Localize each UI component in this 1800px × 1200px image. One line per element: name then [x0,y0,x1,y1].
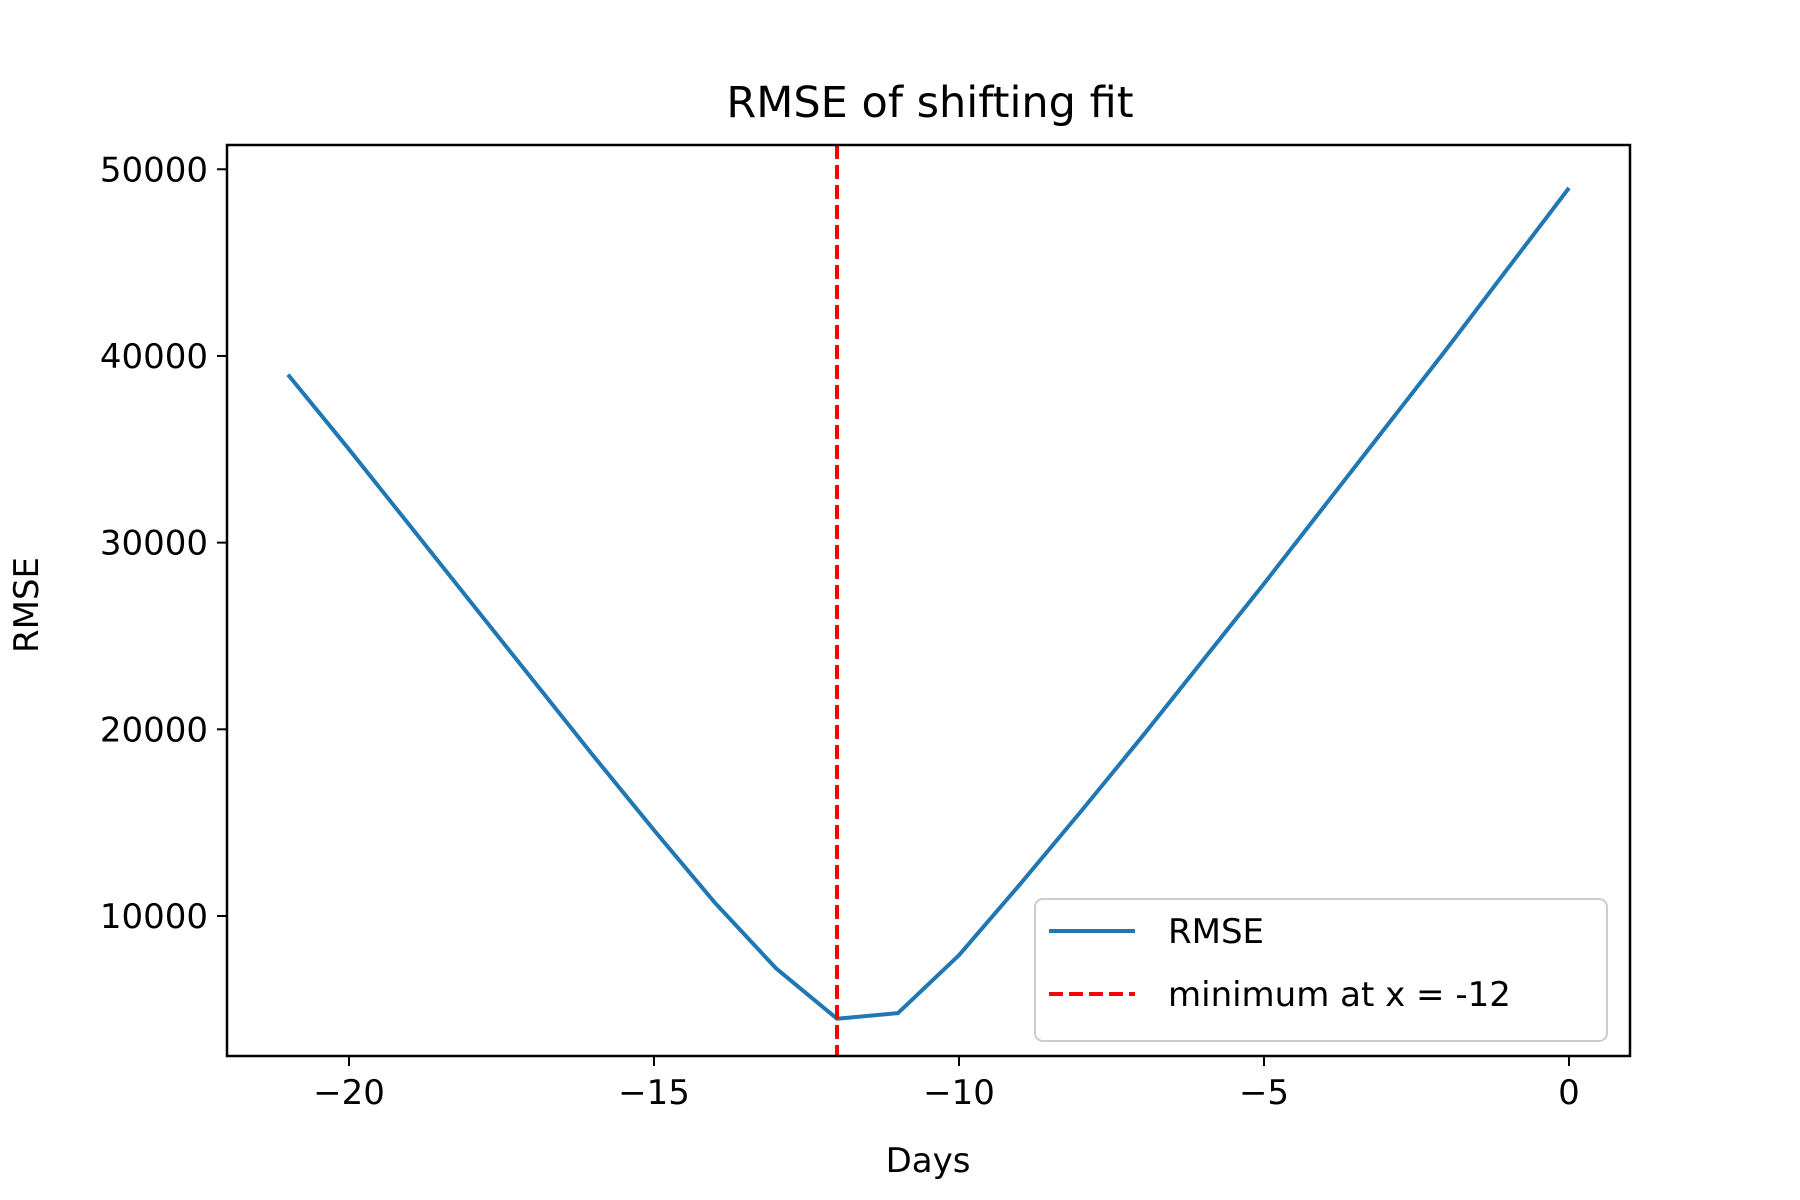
y-tick-label: 40000 [100,337,208,377]
y-tick-label: 50000 [100,150,208,190]
series-line-0 [286,186,1571,1021]
y-axis-label: RMSE [7,557,47,653]
y-tick-label: 30000 [100,524,208,564]
legend-box [1034,898,1608,1042]
y-tick-label: 20000 [100,710,208,750]
x-tick-label: −10 [923,1073,995,1113]
axes-frame [225,143,1632,1058]
x-tick-label: −20 [313,1073,385,1113]
x-tick-label: −15 [618,1073,690,1113]
axis-ticks: −20 −15 −10 −5 0 10000 20000 30000 40000 50000 [100,150,1580,1113]
plot-area [286,145,1571,1056]
x-tick-label: 0 [1558,1073,1580,1113]
chart-title: RMSE of shifting fit [726,78,1133,128]
legend: RMSE minimum at x = -12 [1034,898,1608,1042]
legend-label-1: minimum at x = -12 [1168,975,1511,1015]
x-tick-label: −5 [1239,1073,1289,1113]
x-axis-label: Days [886,1141,971,1181]
y-tick-label: 10000 [100,897,208,937]
legend-label-0: RMSE [1168,912,1264,952]
